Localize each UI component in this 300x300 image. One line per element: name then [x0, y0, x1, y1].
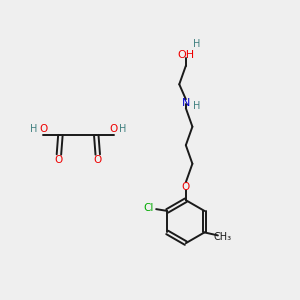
Text: O: O [182, 182, 190, 192]
Text: H: H [194, 39, 201, 49]
Text: O: O [110, 124, 118, 134]
Text: O: O [55, 155, 63, 166]
Text: Cl: Cl [143, 203, 154, 213]
Text: O: O [94, 155, 102, 166]
Text: H: H [30, 124, 37, 134]
Text: CH₃: CH₃ [213, 232, 231, 242]
Text: N: N [182, 98, 190, 108]
Text: OH: OH [177, 50, 194, 60]
Text: H: H [119, 124, 127, 134]
Text: H: H [193, 101, 200, 111]
Text: O: O [39, 124, 47, 134]
